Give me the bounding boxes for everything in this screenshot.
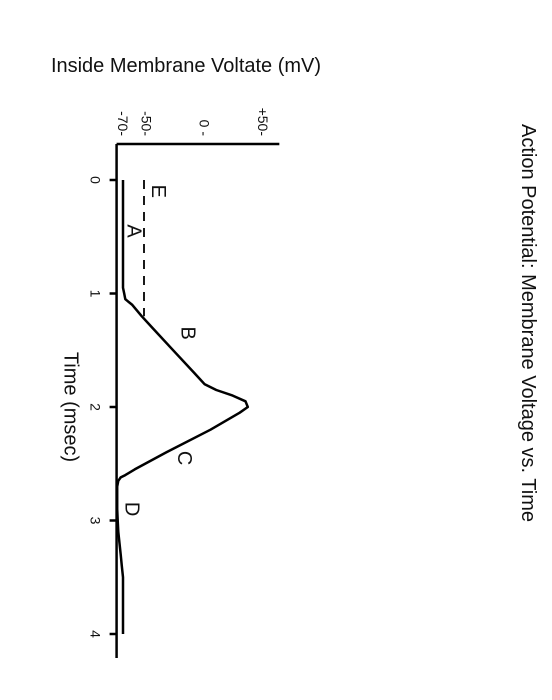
annotation-c: C	[173, 451, 195, 465]
annotation-a: A	[123, 224, 145, 238]
series-layer	[115, 180, 250, 634]
y-ticks: -70- -50- 0 - +50-	[115, 108, 271, 137]
x-axis-label: Time (msec)	[60, 352, 82, 462]
x-tick-label: 2	[88, 403, 104, 411]
x-ticks: 0 1 2 3 4	[88, 176, 117, 638]
x-tick-label: 3	[88, 517, 104, 525]
y-tick-label: 0 -	[197, 120, 213, 137]
annotation-layer: A B C D E	[120, 185, 198, 517]
annotation-d: D	[120, 502, 142, 516]
x-tick-label: 1	[88, 290, 104, 298]
chart-title: Action Potential: Membrane Voltage vs. T…	[517, 124, 539, 522]
x-tick-label: 0	[88, 176, 104, 184]
voltage-trace	[115, 180, 250, 634]
y-tick-label: -50-	[138, 111, 154, 136]
plot-area: 0 1 2 3 4 -70- -50- 0 - +50- A B C D E Action Poten…	[51, 55, 539, 658]
annotation-e: E	[147, 185, 169, 198]
x-tick-label: 4	[88, 630, 104, 638]
annotation-b: B	[176, 327, 198, 340]
y-axis-label: Inside Membrane Voltate (mV)	[51, 55, 321, 77]
y-tick-label: -70-	[115, 111, 131, 136]
y-tick-label: +50-	[255, 108, 271, 137]
